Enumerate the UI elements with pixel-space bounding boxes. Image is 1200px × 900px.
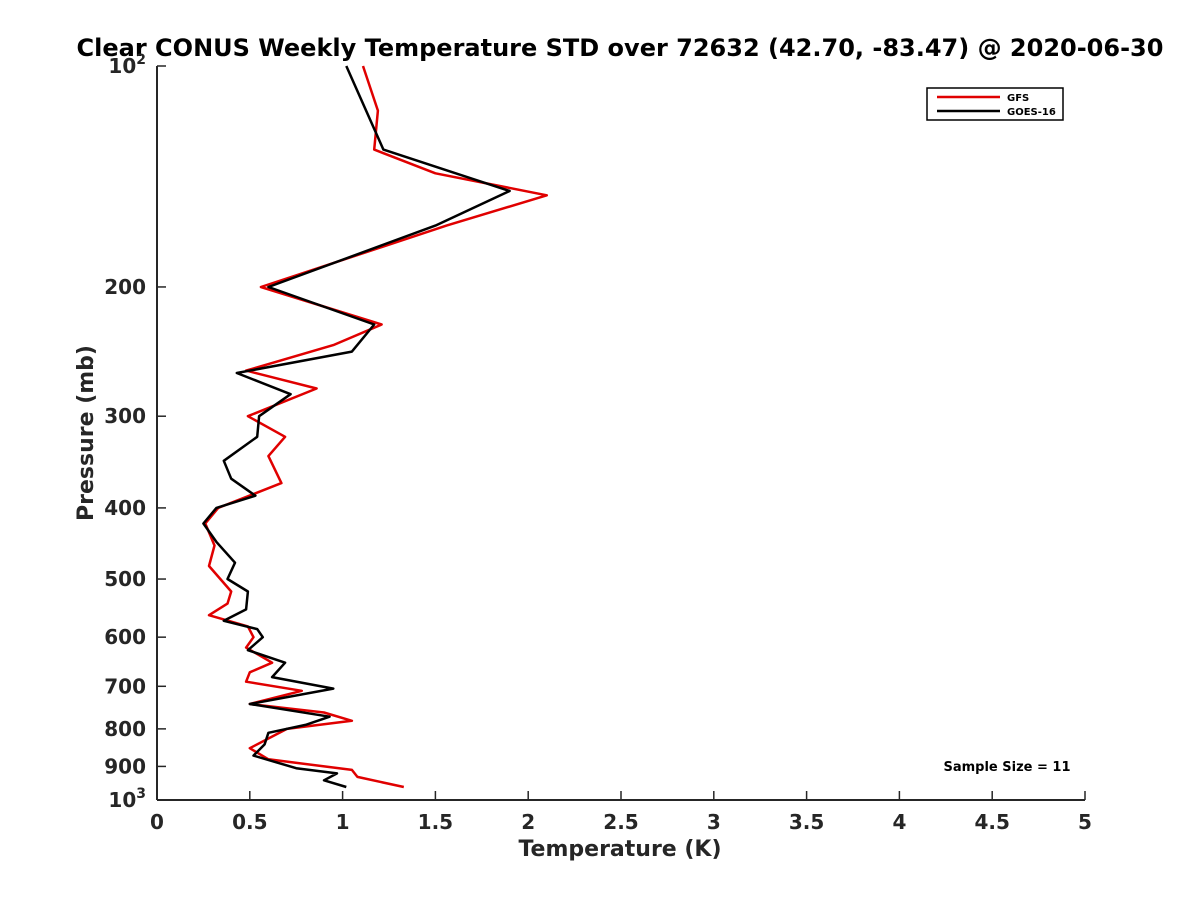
y-tick-label: 700 xyxy=(104,674,146,698)
y-tick-label: 103 xyxy=(108,786,146,812)
x-tick-label: 3 xyxy=(707,810,721,834)
y-tick-label: 800 xyxy=(104,717,146,741)
y-tick-label: 400 xyxy=(104,496,146,520)
x-axis-label: Temperature (K) xyxy=(518,837,721,862)
y-tick-label: 300 xyxy=(104,404,146,428)
y-tick-label: 600 xyxy=(104,625,146,649)
legend: GFS GOES-16 xyxy=(926,87,1064,121)
y-axis-label: Pressure (mb) xyxy=(74,345,99,521)
sample-size-annotation: Sample Size = 11 xyxy=(943,760,1070,775)
y-ticks: 102 200 300 400 500 600 700 800 900 103 xyxy=(104,52,166,812)
x-ticks: 0 0.5 1 1.5 2 2.5 3 3.5 4 4.5 5 xyxy=(150,791,1092,834)
x-tick-label: 1.5 xyxy=(418,810,453,834)
series-line-goes16 xyxy=(202,65,511,789)
x-tick-label: 3.5 xyxy=(789,810,824,834)
x-tick-label: 0.5 xyxy=(232,810,267,834)
y-tick-label: 200 xyxy=(104,275,146,299)
series-layer xyxy=(202,65,549,789)
x-tick-label: 1 xyxy=(336,810,350,834)
x-tick-label: 2.5 xyxy=(603,810,638,834)
x-tick-label: 5 xyxy=(1078,810,1092,834)
plot-area: 0 0.5 1 1.5 2 2.5 3 3.5 4 4.5 5 102 200 300 400 500 600… xyxy=(104,52,1092,834)
x-tick-label: 4 xyxy=(892,810,906,834)
series-line-gfs xyxy=(204,65,549,789)
legend-box xyxy=(926,87,1064,121)
x-tick-label: 0 xyxy=(150,810,164,834)
y-tick-label: 500 xyxy=(104,567,146,591)
chart-title: Clear CONUS Weekly Temperature STD over … xyxy=(77,34,1164,62)
y-tick-label: 102 xyxy=(108,52,146,78)
y-tick-label: 900 xyxy=(104,754,146,778)
legend-label-goes16: GOES-16 xyxy=(1007,107,1056,118)
x-tick-label: 2 xyxy=(521,810,535,834)
x-tick-label: 4.5 xyxy=(974,810,1009,834)
legend-label-gfs: GFS xyxy=(1007,93,1029,104)
